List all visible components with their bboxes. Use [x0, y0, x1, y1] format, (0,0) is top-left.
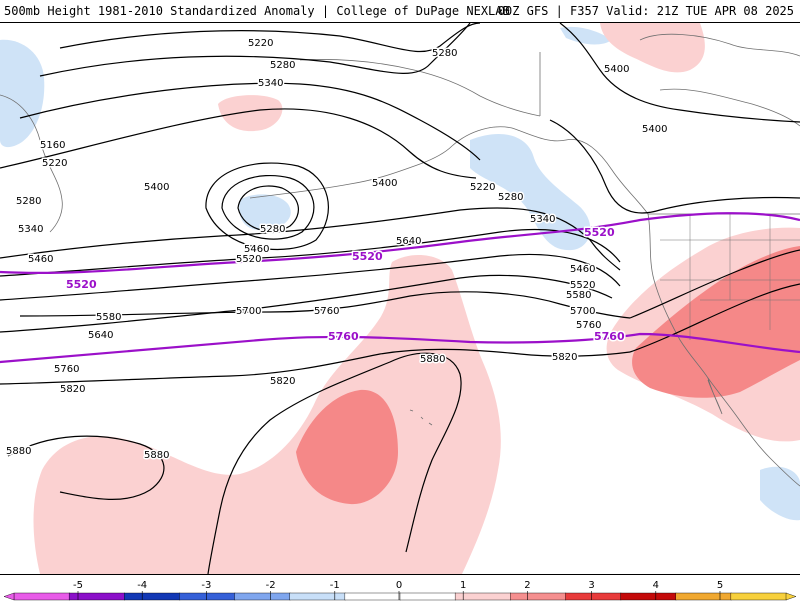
colorbar-tick-label: 1: [460, 580, 466, 591]
label-5280-low: 5280: [260, 224, 285, 235]
colorbar-segment: [14, 593, 70, 600]
colorbar-tick-label: 3: [588, 580, 594, 591]
label-5400-east: 5400: [642, 124, 667, 135]
label-5700-mid: 5700: [236, 306, 261, 317]
label-5340-west: 5340: [18, 224, 43, 235]
label-5520-purple-west: 5520: [66, 278, 97, 291]
label-5400-mid: 5400: [372, 178, 397, 189]
label-5160: 5160: [40, 140, 65, 151]
anomaly-colorbar: -5 -4 -3 -2 -1 0 1 2 3 4 5: [0, 574, 800, 601]
label-5460-east: 5460: [570, 264, 595, 275]
colorbar-segment: [731, 593, 787, 600]
colorbar-segment: [69, 593, 125, 600]
label-5520-purple-mid: 5520: [352, 250, 383, 263]
colorbar-segment: [235, 593, 291, 600]
label-5340-gulf: 5340: [530, 214, 555, 225]
product-title: 500mb Height 1981-2010 Standardized Anom…: [4, 4, 510, 18]
label-5820-west: 5820: [60, 384, 85, 395]
label-5220-gulf: 5220: [470, 182, 495, 193]
label-5880-mid: 5880: [420, 354, 445, 365]
label-5520-purple-east: 5520: [584, 226, 615, 239]
label-5220-west: 5220: [42, 158, 67, 169]
label-5280-ne: 5280: [432, 48, 457, 59]
colorbar-segments: [4, 593, 796, 600]
title-bar: 500mb Height 1981-2010 Standardized Anom…: [0, 0, 800, 23]
label-5640-west: 5640: [88, 330, 113, 341]
colorbar-segment: [676, 593, 732, 600]
label-5820-east: 5820: [552, 352, 577, 363]
colorbar-tick-label: 0: [396, 580, 402, 591]
label-5340-top: 5340: [258, 78, 283, 89]
label-5220-top: 5220: [248, 38, 273, 49]
colorbar-segment: [290, 593, 346, 600]
colorbar-segment: [179, 593, 235, 600]
label-5700-east: 5700: [570, 306, 595, 317]
label-5520-black: 5520: [236, 254, 261, 265]
colorbar-segment: [621, 593, 677, 600]
colorbar-end-cap: [786, 593, 796, 600]
label-5760-purple-mid: 5760: [328, 330, 359, 343]
colorbar-tick-label: -3: [201, 580, 211, 591]
colorbar-tick-label: 4: [653, 580, 659, 591]
label-5400-west: 5400: [144, 182, 169, 193]
label-5880-southwest: 5880: [144, 450, 169, 461]
colorbar-tick-label: -5: [73, 580, 83, 591]
label-5880-west: 5880: [6, 446, 31, 457]
colorbar-end-cap: [4, 593, 14, 600]
label-5280-gulf: 5280: [498, 192, 523, 203]
colorbar-tick-label: -4: [137, 580, 147, 591]
anomaly-map: 5220 5280 5280 5340 5400 5400 5160 5220 …: [0, 23, 800, 574]
label-5580-east: 5580: [566, 290, 591, 301]
label-5400-ne: 5400: [604, 64, 629, 75]
colorbar-segment: [124, 593, 180, 600]
label-5820-mid: 5820: [270, 376, 295, 387]
colorbar-segment: [510, 593, 566, 600]
label-5760-west: 5760: [54, 364, 79, 375]
colorbar-segment: [400, 593, 456, 600]
label-5280-west: 5280: [16, 196, 41, 207]
colorbar-tick-label: -2: [266, 580, 276, 591]
colorbar-tick-label: 2: [524, 580, 530, 591]
label-5580-west: 5580: [96, 312, 121, 323]
colorbar-tick-label: 5: [717, 580, 723, 591]
colorbar-segment: [345, 593, 401, 600]
label-5460-west: 5460: [28, 254, 53, 265]
label-5760-purple-east: 5760: [594, 330, 625, 343]
valid-time-title: 00Z GFS | F357 Valid: 21Z TUE APR 08 202…: [498, 4, 794, 18]
colorbar-tick-label: -1: [330, 580, 340, 591]
label-5640-mid: 5640: [396, 236, 421, 247]
label-5280-top: 5280: [270, 60, 295, 71]
colorbar-segment: [565, 593, 621, 600]
label-5760-mid: 5760: [314, 306, 339, 317]
